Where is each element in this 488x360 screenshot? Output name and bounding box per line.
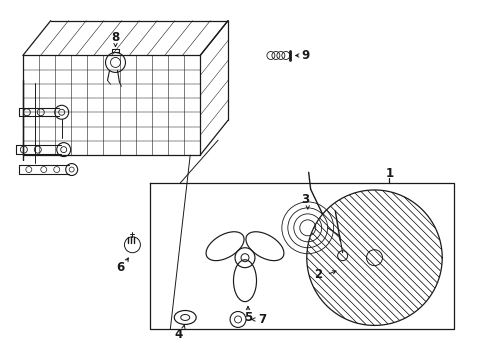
Text: 6: 6 bbox=[116, 261, 124, 274]
Text: 5: 5 bbox=[244, 311, 252, 324]
Text: 7: 7 bbox=[257, 313, 265, 326]
Text: 9: 9 bbox=[301, 49, 309, 62]
Text: 4: 4 bbox=[174, 328, 182, 341]
Text: 8: 8 bbox=[111, 31, 120, 44]
Text: 2: 2 bbox=[313, 268, 321, 281]
Text: 3: 3 bbox=[300, 193, 308, 206]
Text: 1: 1 bbox=[385, 167, 393, 180]
